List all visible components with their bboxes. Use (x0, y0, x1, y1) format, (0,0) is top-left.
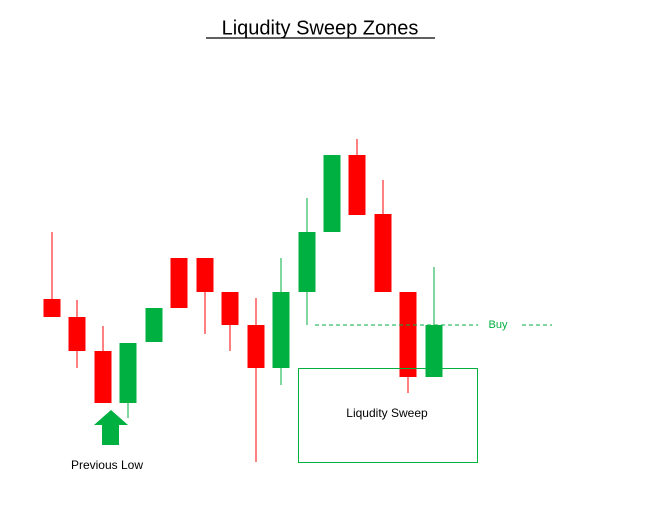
candle (119, 343, 137, 418)
candles (43, 139, 443, 462)
title: Liqudity Sweep Zones (222, 17, 419, 39)
candle (348, 139, 366, 215)
candle (425, 267, 443, 377)
candle (272, 258, 290, 385)
candle (374, 180, 392, 292)
candle (43, 232, 61, 317)
candle (145, 308, 163, 342)
candle (196, 258, 214, 334)
sweep-zone-label: Liqudity Sweep (346, 406, 428, 420)
up-arrow (94, 410, 128, 445)
candle (247, 298, 265, 462)
candle (94, 326, 112, 403)
candle (68, 300, 86, 368)
candle (323, 155, 341, 232)
candle (298, 198, 316, 325)
previous-low-label: Previous Low (71, 458, 143, 472)
candle (399, 292, 417, 393)
buy-label: Buy (489, 319, 508, 331)
candle (221, 292, 239, 351)
candle (170, 258, 188, 308)
sweep-zone-box (298, 368, 478, 463)
